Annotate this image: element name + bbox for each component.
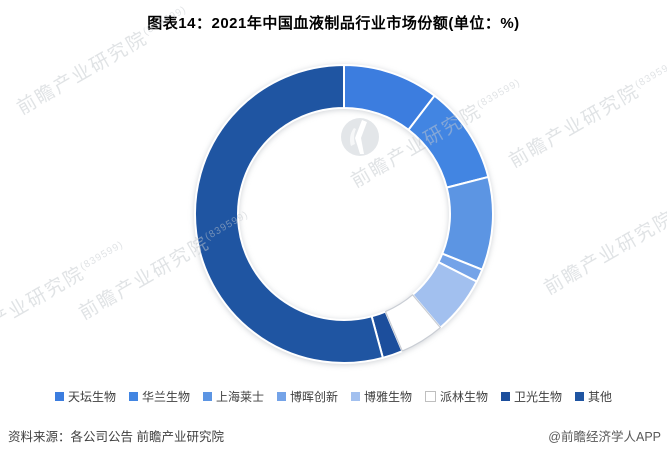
legend-item: 华兰生物 (128, 388, 190, 405)
credit-note: @前瞻经济学人APP (548, 430, 661, 444)
legend-marker-icon (202, 392, 212, 401)
legend-marker-icon (501, 392, 511, 401)
legend-marker-icon (575, 392, 585, 401)
chart-legend: 天坛生物 华兰生物 上海莱士 博晖创新 博雅生物 派林生物 卫光生物 其他 (0, 388, 667, 405)
source-note: 资料来源：各公司公告 前瞻产业研究院 (8, 430, 224, 444)
legend-item: 卫光生物 (501, 388, 562, 405)
pie-slice-其他 (193, 64, 384, 364)
legend-item: 天坛生物 (54, 388, 116, 405)
legend-item: 派林生物 (425, 388, 488, 405)
legend-label: 派林生物 (440, 390, 489, 404)
legend-label: 博雅生物 (364, 390, 413, 404)
legend-label: 上海莱士 (215, 390, 264, 404)
legend-marker-icon (276, 392, 286, 401)
legend-item: 上海莱士 (202, 388, 264, 405)
legend-marker-icon (128, 392, 138, 401)
legend-marker-icon (351, 392, 360, 401)
legend-label: 天坛生物 (67, 390, 116, 404)
legend-item: 其他 (575, 388, 612, 405)
chart-title: 图表14：2021年中国血液制品行业市场份额(单位：%) (147, 15, 520, 32)
legend-label: 博晖创新 (289, 390, 338, 404)
legend-marker-icon (54, 392, 64, 401)
legend-label: 其他 (588, 390, 613, 404)
pie-slice-派林生物 (384, 294, 442, 352)
legend-marker-icon (425, 391, 437, 402)
legend-label: 华兰生物 (141, 390, 190, 404)
legend-item: 博晖创新 (276, 388, 338, 405)
legend-item: 博雅生物 (351, 388, 412, 405)
legend-label: 卫光生物 (514, 390, 563, 404)
